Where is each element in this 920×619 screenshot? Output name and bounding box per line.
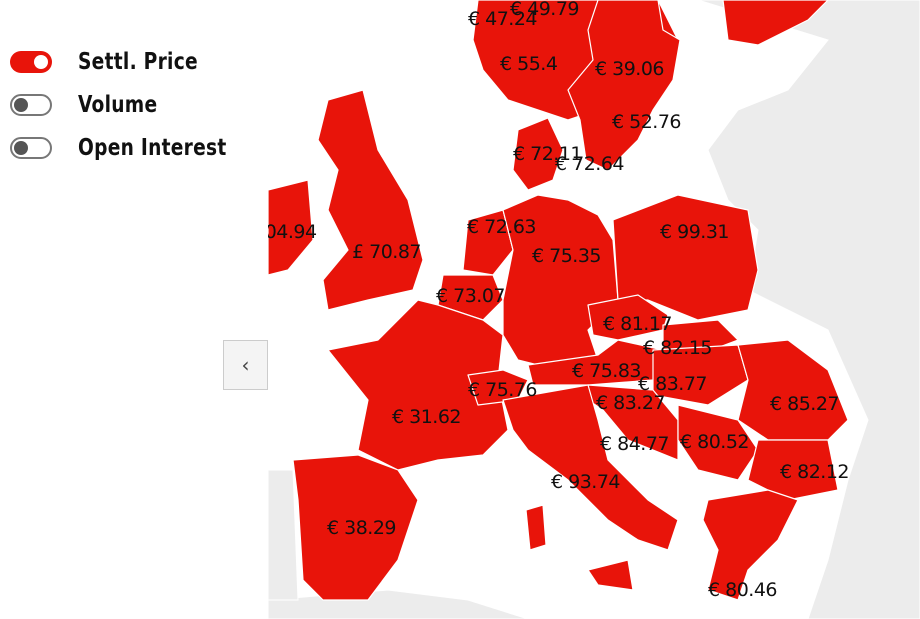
region-france [327, 299, 509, 471]
region-sweden [567, 0, 681, 171]
land-north-africa [268, 589, 529, 619]
price-label-dk1: € 72.11 [513, 143, 583, 165]
region-bulgaria [747, 439, 839, 501]
region-denmark [512, 117, 564, 191]
price-label-cz: € 81.17 [603, 313, 673, 335]
region-italy [502, 384, 679, 551]
region-switzerland [467, 369, 529, 406]
price-label-es: € 38.29 [327, 517, 397, 539]
price-label-pl: € 99.31 [660, 221, 730, 243]
price-label-se4: € 52.76 [612, 111, 682, 133]
region-north-sweden-top [722, 0, 829, 46]
previous-button[interactable]: ‹ [223, 340, 268, 390]
layer-toggle-settl-price[interactable]: Settl. Price [10, 40, 243, 83]
toggle-switch-off[interactable] [10, 136, 52, 159]
price-label-hu: € 83.77 [638, 373, 708, 395]
land-finland-baltics [697, 0, 920, 619]
region-belgium [437, 274, 504, 321]
land-portugal [268, 469, 299, 601]
price-label-at: € 75.83 [572, 360, 642, 382]
map-shapes [268, 0, 920, 619]
layer-toggle-volume[interactable]: Volume [10, 83, 243, 126]
price-label-be: € 73.07 [436, 285, 506, 307]
price-label-ro: € 85.27 [770, 393, 840, 415]
price-label-gb: £ 70.87 [352, 241, 422, 263]
price-label-it: € 93.74 [551, 471, 621, 493]
price-label-hr: € 84.77 [600, 433, 670, 455]
price-label-dk2: € 72.64 [555, 153, 625, 175]
region-germany [502, 194, 619, 371]
price-label-no1: € 47.24 [468, 8, 538, 30]
price-label-gr: € 80.46 [708, 579, 778, 601]
toggle-label: Open Interest [78, 134, 227, 161]
region-serbia [677, 404, 759, 481]
price-label-si: € 83.27 [596, 392, 666, 414]
region-gb [317, 89, 424, 311]
region-hungary [652, 344, 749, 406]
layer-toggle-open-interest[interactable]: Open Interest [10, 126, 243, 169]
price-label-de: € 75.35 [532, 245, 602, 267]
layer-legend: Settl. Price Volume Open Interest [10, 40, 243, 169]
price-label-se3: € 39.06 [595, 58, 665, 80]
toggle-switch-on[interactable] [10, 50, 52, 73]
region-ireland [268, 179, 314, 276]
price-label-nl: € 72.63 [467, 216, 537, 238]
region-romania [737, 339, 849, 441]
price-label-rs: € 80.52 [680, 431, 750, 453]
region-sardinia [525, 504, 547, 551]
region-sicily [587, 559, 634, 591]
toggle-label: Settl. Price [78, 48, 198, 75]
price-label-no2: € 49.79 [510, 0, 580, 20]
region-greece [702, 489, 799, 601]
price-label-fr: € 31.62 [392, 406, 462, 428]
region-netherlands [462, 209, 514, 276]
region-spain [292, 454, 419, 601]
toggle-label: Volume [78, 91, 158, 118]
price-label-no3: € 55.4 [500, 53, 558, 75]
price-label-ch: € 75.76 [468, 379, 538, 401]
price-label-ie: € 104.94 [268, 221, 317, 243]
europe-price-map[interactable]: € 47.24 € 49.79 € 55.4 € 39.06 € 52.76 €… [268, 0, 920, 619]
price-label-bg: € 82.12 [780, 461, 850, 483]
price-label-sk: € 82.15 [643, 337, 713, 359]
chevron-left-icon: ‹ [241, 353, 250, 377]
toggle-switch-off[interactable] [10, 93, 52, 116]
